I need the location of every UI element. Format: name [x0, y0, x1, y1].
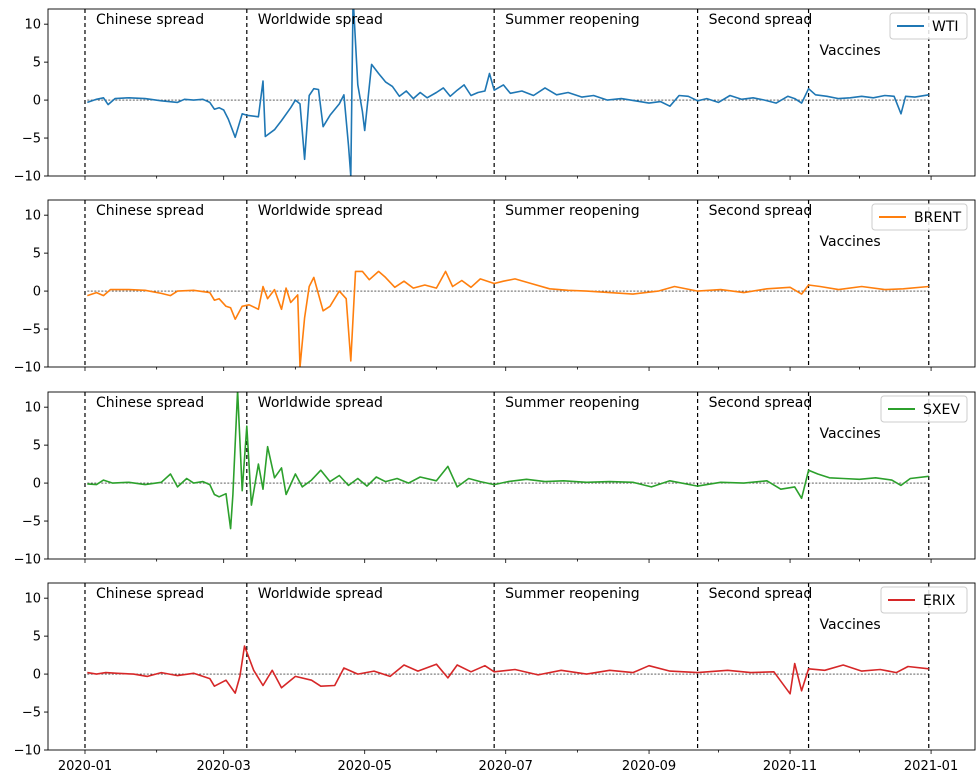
event-label: Summer reopening: [505, 395, 640, 411]
event-label: Second spread: [709, 586, 813, 602]
y-tick-label: −5: [22, 515, 41, 530]
event-label: Chinese spread: [96, 395, 204, 411]
panel-erix: Chinese spread Worldwide spread Summer reo…: [14, 582, 976, 774]
event-label: Second spread: [709, 12, 813, 28]
event-label: Vaccines: [820, 234, 881, 250]
y-tick-label: −10: [14, 553, 41, 568]
y-tick-label: −5: [22, 323, 41, 338]
event-label: Chinese spread: [96, 12, 204, 28]
x-tick-label: 2020-03: [197, 759, 251, 774]
event-label: Worldwide spread: [258, 586, 383, 602]
event-label: Summer reopening: [505, 586, 640, 602]
panel-brent: Chinese spread Worldwide spread Summer reo…: [14, 199, 976, 376]
legend-box: [880, 586, 968, 614]
y-tick-label: 5: [33, 630, 41, 645]
y-tick-label: −5: [22, 132, 41, 147]
y-tick-label: −5: [22, 706, 41, 721]
panel-sxev: Chinese spread Worldwide spread Summer reo…: [14, 391, 976, 568]
x-tick-label: 2020-05: [338, 759, 392, 774]
event-label: Second spread: [709, 203, 813, 219]
event-label: Worldwide spread: [258, 12, 383, 28]
event-label: Summer reopening: [505, 203, 640, 219]
y-tick-label: −10: [14, 361, 41, 376]
x-tick-label: 2020-01: [58, 759, 112, 774]
y-tick-label: 10: [24, 18, 41, 33]
y-tick-label: −10: [14, 170, 41, 185]
x-tick-label: 2020-09: [622, 759, 676, 774]
legend-label: SXEV: [923, 402, 960, 418]
series-line-brent: [87, 270, 929, 367]
event-label: Vaccines: [820, 426, 881, 442]
y-tick-label: 10: [24, 209, 41, 224]
legend-label: WTI: [932, 19, 959, 35]
event-label: Vaccines: [820, 43, 881, 59]
event-label: Worldwide spread: [258, 203, 383, 219]
y-tick-label: 0: [33, 94, 41, 109]
panel-frame: [47, 199, 976, 368]
panel-frame: [47, 582, 976, 751]
panel-frame: [47, 391, 976, 560]
legend-label: BRENT: [914, 210, 962, 226]
event-label: Vaccines: [820, 617, 881, 633]
y-tick-label: 5: [33, 439, 41, 454]
x-tick-label: 2020-11: [763, 759, 817, 774]
y-tick-label: 5: [33, 56, 41, 71]
y-tick-label: 10: [24, 592, 41, 607]
event-label: Summer reopening: [505, 12, 640, 28]
event-label: Chinese spread: [96, 203, 204, 219]
y-tick-label: 0: [33, 477, 41, 492]
legend-box: [880, 395, 968, 423]
x-tick-label: 2021-01: [904, 759, 958, 774]
series-line-erix: [87, 645, 929, 695]
y-tick-label: 0: [33, 285, 41, 300]
series-line-sxev: [87, 392, 929, 530]
event-label: Second spread: [709, 395, 813, 411]
legend-box: [889, 12, 968, 40]
y-tick-label: 0: [33, 668, 41, 683]
legend-label: ERIX: [923, 593, 956, 609]
series-line-wti: [87, 9, 929, 176]
y-tick-label: 10: [24, 401, 41, 416]
panel-frame: [47, 8, 976, 177]
event-label: Chinese spread: [96, 586, 204, 602]
y-tick-label: 5: [33, 247, 41, 262]
x-tick-label: 2020-07: [479, 759, 533, 774]
panel-wti: Chinese spread Worldwide spread Summer reo…: [14, 8, 976, 185]
event-label: Worldwide spread: [258, 395, 383, 411]
y-tick-label: −10: [14, 744, 41, 759]
legend-box: [871, 203, 968, 231]
